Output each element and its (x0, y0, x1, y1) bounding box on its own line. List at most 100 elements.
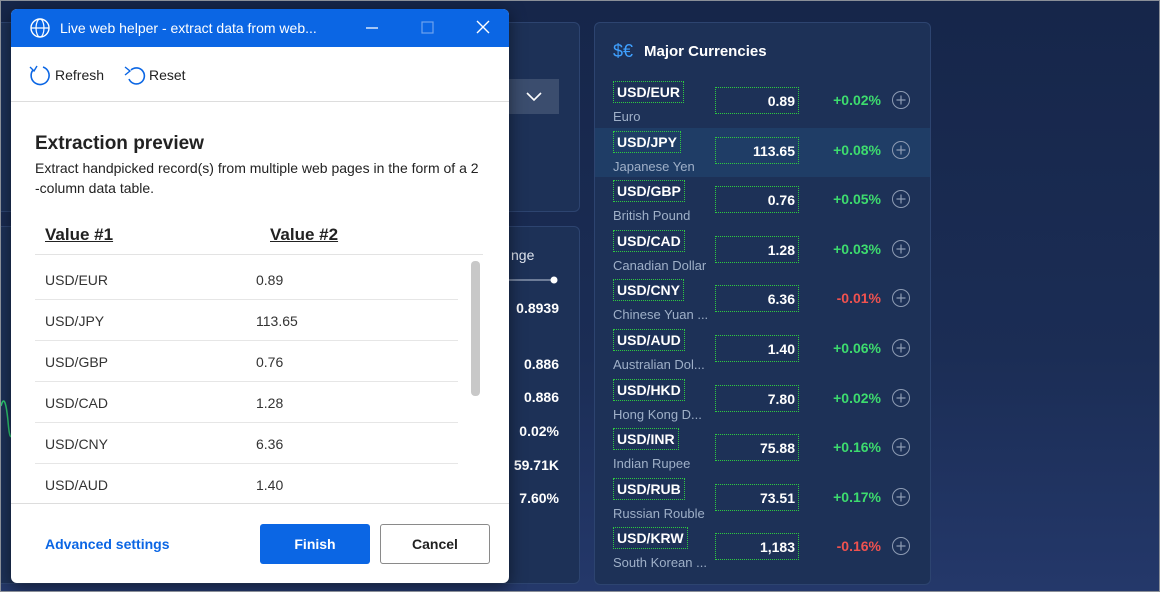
toolbar-icons (29, 65, 146, 86)
currency-row[interactable]: USD/EUR Euro 0.89 +0.02% (595, 78, 930, 127)
currency-change: -0.01% (836, 290, 881, 307)
currency-row[interactable]: USD/CNY Chinese Yuan ... 6.36 -0.01% (595, 276, 930, 325)
refresh-button[interactable]: Refresh (55, 67, 105, 83)
table-cell: USD/CNY (45, 436, 109, 452)
currency-code: USD/HKD (613, 378, 685, 401)
table-cell: 113.65 (256, 313, 298, 329)
currency-value: 6.36 (715, 285, 799, 313)
currency-row[interactable]: USD/GBP British Pound 0.76 +0.05% (595, 177, 930, 226)
background-text: 0.886 (523, 356, 559, 372)
reset-button[interactable]: Reset (149, 67, 186, 83)
background-text: 0.8939 (516, 300, 559, 316)
row-divider (35, 340, 458, 341)
plus-icon (896, 541, 906, 551)
add-button[interactable] (892, 487, 910, 506)
plus-icon (896, 145, 906, 155)
table-cell: 1.40 (256, 477, 284, 493)
advanced-settings-link[interactable]: Advanced settings (45, 536, 170, 552)
background-text: 7.60% (519, 490, 559, 506)
currency-change: +0.02% (833, 389, 881, 406)
currency-value: 75.88 (715, 434, 799, 462)
plus-icon (896, 293, 906, 303)
cancel-button[interactable]: Cancel (380, 524, 490, 564)
currency-row[interactable]: USD/HKD Hong Kong D... 7.80 +0.02% (595, 376, 930, 425)
title-icons (30, 18, 490, 38)
currency-row[interactable]: USD/AUD Australian Dol... 1.40 +0.06% (595, 326, 930, 375)
currency-value: 1.28 (715, 235, 799, 263)
plus-icon (896, 442, 906, 452)
currency-value: 1.40 (715, 335, 799, 362)
background-text: 0.02% (519, 423, 559, 439)
currency-code: USD/CAD (613, 229, 685, 252)
dialog-title: Live web helper - extract data from web.… (60, 20, 317, 36)
currency-value: 113.65 (715, 136, 799, 164)
add-button[interactable] (892, 289, 910, 308)
finish-button[interactable]: Finish (260, 524, 370, 564)
plus-icon (896, 393, 906, 403)
currency-value: 7.80 (715, 384, 799, 412)
plus-icon (896, 244, 906, 254)
currency-change: +0.08% (833, 141, 881, 158)
currencies-panel: $€ Major Currencies USD/EUR Euro 0.89 +0.02… (594, 22, 931, 585)
background-text: nge (511, 247, 535, 263)
add-button[interactable] (892, 537, 910, 556)
currency-change: +0.02% (833, 92, 881, 108)
currency-change: +0.17% (833, 488, 881, 505)
currency-name: South Korean ... (613, 555, 707, 571)
currency-name: Indian Rupee (613, 456, 691, 472)
divider (11, 101, 509, 102)
currency-value: 0.89 (715, 87, 799, 114)
column-header[interactable]: Value #1 (45, 225, 114, 244)
row-divider (35, 463, 458, 464)
currency-row[interactable]: USD/CAD Canadian Dollar 1.28 +0.03% (595, 227, 930, 276)
background-text: 59.71K (513, 457, 559, 473)
currency-name: Euro (613, 109, 641, 124)
currency-change: +0.03% (833, 240, 881, 257)
add-button[interactable] (892, 190, 910, 209)
currency-row[interactable]: USD/INR Indian Rupee 75.88 +0.16% (595, 425, 930, 474)
scrollbar[interactable] (471, 261, 480, 396)
currency-code: USD/CNY (613, 279, 685, 302)
currency-change: +0.06% (833, 340, 881, 356)
add-button[interactable] (892, 388, 910, 407)
table-cell: 0.76 (256, 354, 284, 370)
currency-row[interactable]: USD/RUB Russian Rouble 73.51 +0.17% (595, 475, 930, 524)
plus-icon (896, 343, 906, 353)
heading: Extraction preview (35, 133, 204, 154)
table-cell: USD/JPY (45, 313, 105, 329)
description: Extract handpicked record(s) from multip… (35, 160, 479, 196)
add-button[interactable] (892, 140, 910, 159)
table-cell: USD/AUD (45, 477, 109, 493)
table-cell: 1.28 (256, 395, 284, 411)
add-button[interactable] (892, 438, 910, 457)
plus-icon (896, 194, 906, 204)
currency-name: Hong Kong D... (613, 406, 702, 422)
dialog: Live web helper - extract data from web.… (11, 9, 509, 583)
add-button[interactable] (892, 91, 910, 109)
table-cell: 0.89 (256, 272, 284, 288)
currency-change: -0.16% (836, 538, 881, 555)
currency-code: USD/JPY (613, 130, 681, 153)
currency-code: USD/GBP (613, 180, 685, 203)
currency-value: 1,183 (715, 533, 799, 561)
currency-value: 73.51 (715, 483, 799, 511)
title-bar: Live web helper - extract data from web.… (11, 9, 509, 47)
row-divider (35, 381, 458, 382)
currency-row[interactable]: USD/JPY Japanese Yen 113.65 +0.08% (595, 127, 930, 177)
add-button[interactable] (892, 339, 910, 357)
currency-name: British Pound (613, 208, 691, 224)
dropdown[interactable] (501, 79, 559, 114)
chevron (526, 92, 542, 102)
divider (35, 254, 483, 255)
currency-code: USD/INR (613, 428, 679, 451)
currency-code: USD/RUB (613, 477, 685, 500)
panel-icon: $€ (613, 41, 634, 61)
plus-icon (896, 95, 906, 105)
plus-icon (896, 492, 906, 502)
currency-row[interactable]: USD/KRW South Korean ... 1,183 -0.16% (595, 524, 930, 573)
column-header[interactable]: Value #2 (270, 225, 339, 244)
row-divider (35, 422, 458, 423)
add-button[interactable] (892, 239, 910, 258)
currency-value: 0.76 (715, 186, 799, 214)
